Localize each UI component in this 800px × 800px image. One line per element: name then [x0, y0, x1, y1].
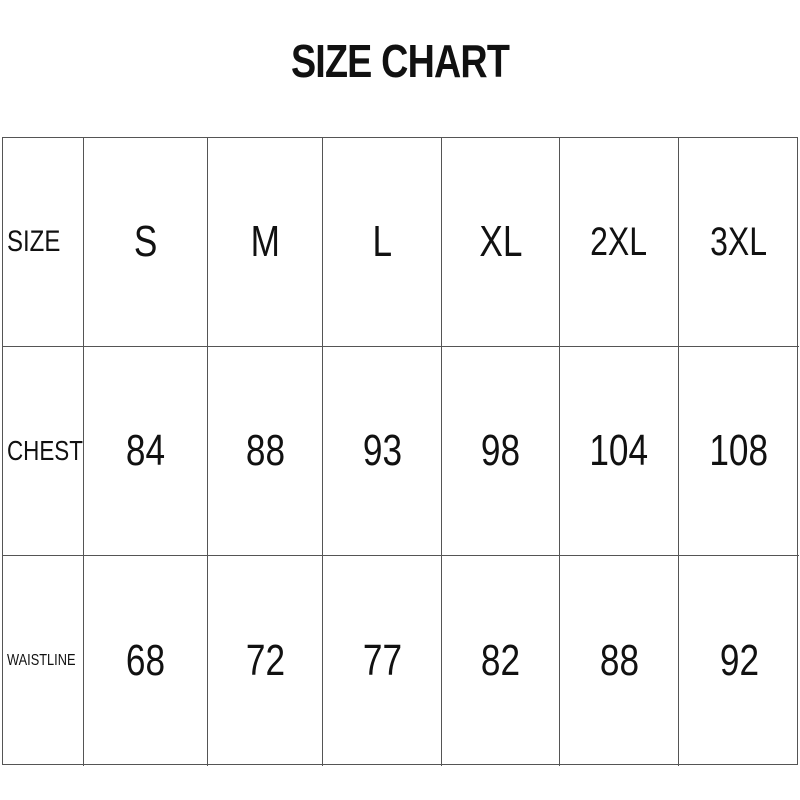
measurement: 93: [362, 426, 402, 475]
measurement: 108: [709, 426, 769, 475]
measurement: 88: [245, 426, 285, 475]
measurement-cell: 72: [208, 556, 323, 766]
measurement-cell: 92: [679, 556, 799, 766]
size-header-cell: M: [208, 138, 323, 347]
title: SIZE CHART: [290, 35, 510, 87]
measurement-cell: 68: [84, 556, 208, 766]
measurement-cell: 82: [442, 556, 560, 766]
size-header-cell: S: [84, 138, 208, 347]
measurement-cell: 88: [208, 347, 323, 556]
row-label-cell: SIZE: [3, 138, 84, 347]
measurement: 72: [245, 636, 285, 685]
size-header-cell: 3XL: [679, 138, 799, 347]
row-label-cell: WAISTLINE: [3, 556, 84, 766]
measurement-cell: 84: [84, 347, 208, 556]
measurement-cell: 77: [323, 556, 442, 766]
size-label: XL: [478, 217, 523, 266]
size-label: 3XL: [710, 219, 768, 264]
measurement-cell: 108: [679, 347, 799, 556]
size-label: S: [133, 217, 158, 266]
measurement: 84: [125, 426, 166, 475]
measurement: 68: [125, 636, 166, 685]
measurement-cell: 88: [560, 556, 679, 766]
measurement-cell: 98: [442, 347, 560, 556]
size-header-cell: XL: [442, 138, 560, 347]
size-label: 2XL: [590, 219, 648, 264]
size-header-cell: 2XL: [560, 138, 679, 347]
size-header-cell: L: [323, 138, 442, 347]
size-table: SIZE S M L XL 2XL 3XL CHEST 84 88 93 98 104 108 WAISTL…: [2, 137, 799, 766]
row-label: SIZE: [7, 225, 61, 258]
row-label-cell: CHEST: [3, 347, 84, 556]
measurement: 82: [480, 636, 521, 685]
measurement-cell: 93: [323, 347, 442, 556]
measurement: 98: [480, 426, 521, 475]
measurement: 104: [589, 426, 649, 475]
measurement: 77: [362, 636, 402, 685]
measurement: 92: [719, 636, 759, 685]
size-label: M: [250, 217, 280, 266]
measurement-cell: 104: [560, 347, 679, 556]
row-label: CHEST: [7, 435, 83, 466]
measurement: 88: [599, 636, 639, 685]
row-label: WAISTLINE: [7, 652, 76, 669]
size-label: L: [372, 217, 392, 266]
